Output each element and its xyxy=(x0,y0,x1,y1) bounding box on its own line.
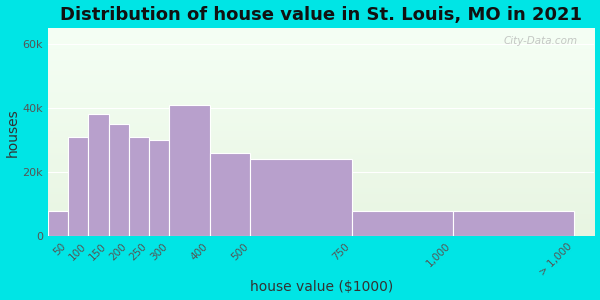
Bar xyxy=(68,137,88,236)
Title: Distribution of house value in St. Louis, MO in 2021: Distribution of house value in St. Louis… xyxy=(60,6,582,24)
Bar xyxy=(88,115,109,236)
Bar xyxy=(210,153,250,236)
Bar xyxy=(352,211,453,236)
Bar xyxy=(109,124,129,236)
Bar xyxy=(129,137,149,236)
Bar xyxy=(169,105,210,236)
Bar xyxy=(250,159,352,236)
Bar xyxy=(48,211,68,236)
Bar xyxy=(453,211,574,236)
Bar xyxy=(149,140,169,236)
X-axis label: house value ($1000): house value ($1000) xyxy=(250,280,393,294)
Y-axis label: houses: houses xyxy=(5,108,20,157)
Text: City-Data.com: City-Data.com xyxy=(504,36,578,46)
